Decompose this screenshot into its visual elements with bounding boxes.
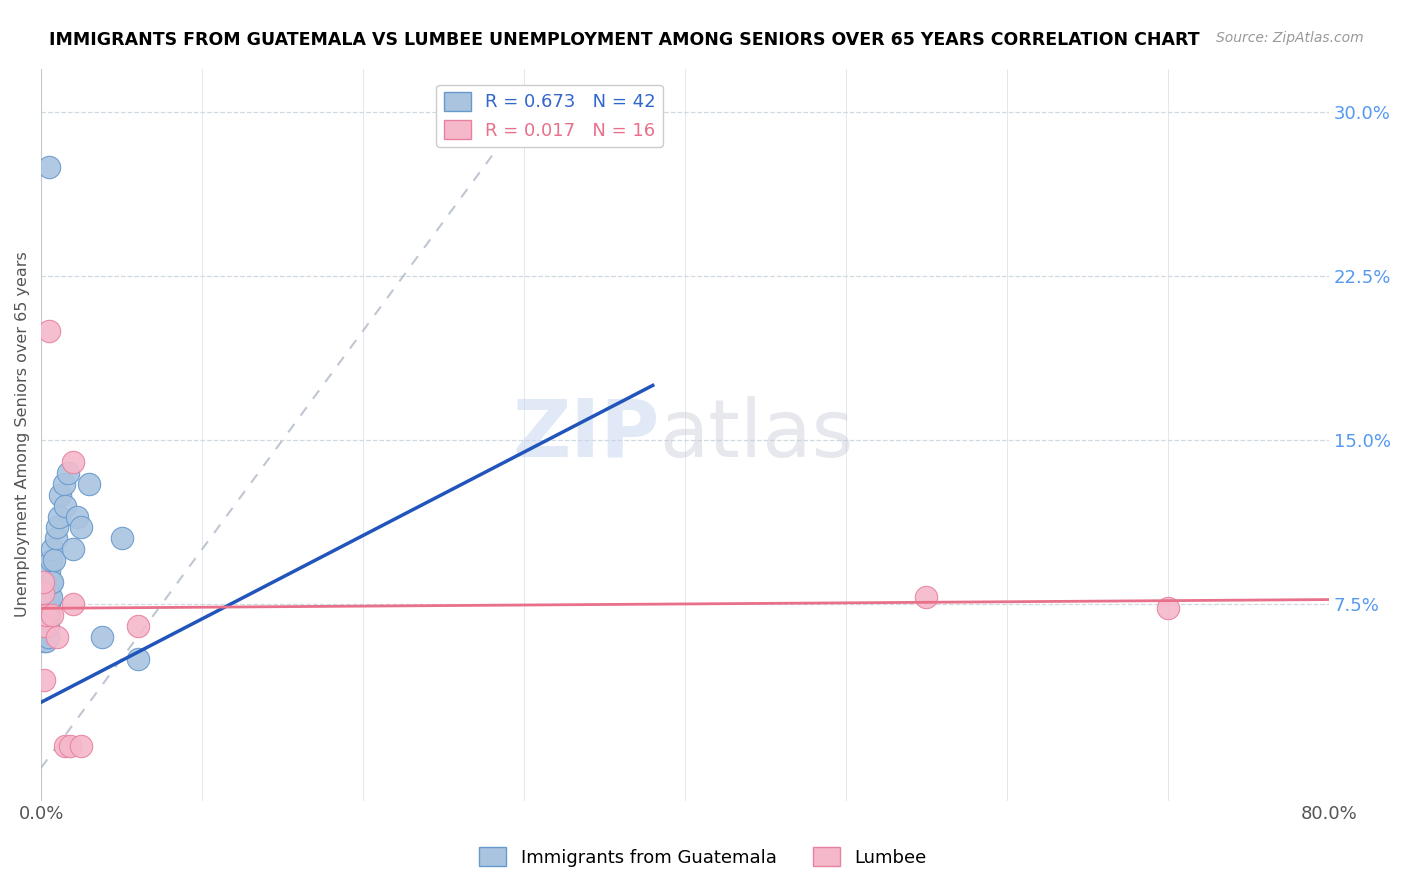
Point <box>110 532 132 546</box>
Point <box>37 630 59 644</box>
Point <box>48 509 70 524</box>
Point <box>34 597 56 611</box>
Point <box>31 607 53 622</box>
Point <box>59 739 82 753</box>
Point <box>31 619 53 633</box>
Point <box>37 619 59 633</box>
Text: ZIP: ZIP <box>512 395 659 474</box>
Text: atlas: atlas <box>659 395 853 474</box>
Point <box>70 520 93 534</box>
Point <box>127 651 149 665</box>
Point <box>34 673 56 688</box>
Point <box>79 476 101 491</box>
Point <box>46 520 69 534</box>
Point <box>35 591 58 605</box>
Point <box>31 575 53 590</box>
Point <box>38 586 60 600</box>
Point <box>41 575 63 590</box>
Point <box>37 607 59 622</box>
Point <box>35 623 58 637</box>
Point <box>38 597 60 611</box>
Point <box>1157 601 1180 615</box>
Point <box>34 625 56 640</box>
Point <box>39 553 62 567</box>
Point <box>41 542 63 557</box>
Point <box>915 591 938 605</box>
Point <box>41 607 63 622</box>
Point <box>49 488 72 502</box>
Point <box>58 466 80 480</box>
Point <box>37 582 59 596</box>
Point <box>34 619 56 633</box>
Point <box>38 607 60 622</box>
Point <box>53 739 76 753</box>
Point <box>91 630 114 644</box>
Point <box>38 160 60 174</box>
Point <box>34 612 56 626</box>
Point <box>37 597 59 611</box>
Text: Source: ZipAtlas.com: Source: ZipAtlas.com <box>1216 31 1364 45</box>
Legend: R = 0.673   N = 42, R = 0.017   N = 16: R = 0.673 N = 42, R = 0.017 N = 16 <box>436 85 664 147</box>
Legend: Immigrants from Guatemala, Lumbee: Immigrants from Guatemala, Lumbee <box>472 840 934 874</box>
Point <box>62 542 84 557</box>
Point <box>38 324 60 338</box>
Point <box>45 532 67 546</box>
Point <box>52 476 75 491</box>
Point <box>35 607 58 622</box>
Point <box>31 630 53 644</box>
Point <box>39 591 62 605</box>
Point <box>31 586 53 600</box>
Point <box>38 564 60 578</box>
Point <box>35 603 58 617</box>
Y-axis label: Unemployment Among Seniors over 65 years: Unemployment Among Seniors over 65 years <box>15 252 30 617</box>
Text: IMMIGRANTS FROM GUATEMALA VS LUMBEE UNEMPLOYMENT AMONG SENIORS OVER 65 YEARS COR: IMMIGRANTS FROM GUATEMALA VS LUMBEE UNEM… <box>49 31 1199 49</box>
Point <box>127 619 149 633</box>
Point <box>65 509 87 524</box>
Point <box>34 634 56 648</box>
Point <box>35 634 58 648</box>
Point <box>70 739 93 753</box>
Point <box>42 553 65 567</box>
Point <box>46 630 69 644</box>
Point <box>62 455 84 469</box>
Point <box>35 612 58 626</box>
Point <box>53 499 76 513</box>
Point <box>39 575 62 590</box>
Point <box>62 597 84 611</box>
